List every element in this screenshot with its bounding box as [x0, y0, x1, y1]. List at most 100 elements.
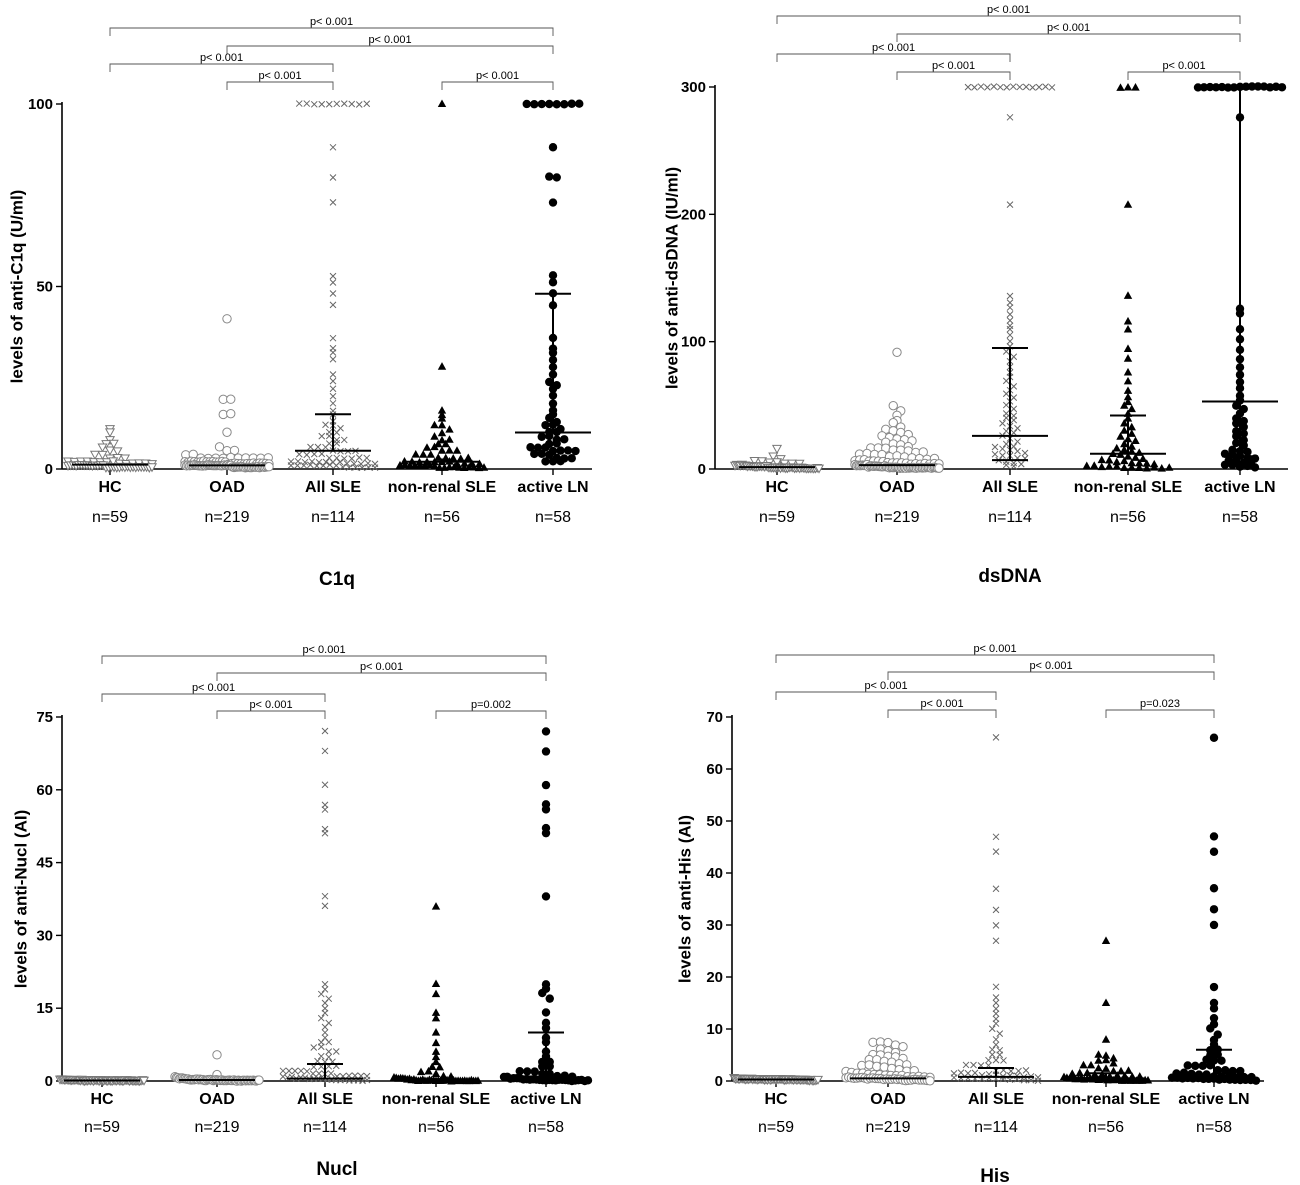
data-point: [309, 1070, 317, 1077]
y-axis-label: levels of anti-His (AI): [675, 815, 694, 983]
significance-bracket: [226, 45, 554, 54]
data-point: [314, 443, 322, 451]
data-point: [992, 1056, 1000, 1064]
data-point: [992, 1036, 1000, 1043]
data-point: [1183, 1061, 1192, 1070]
y-tick-label: 30: [36, 927, 53, 944]
data-point: [1000, 1057, 1007, 1064]
data-point: [222, 427, 232, 437]
n-label: n=56: [418, 1119, 454, 1136]
data-point: [957, 1069, 965, 1076]
significance-bracket: [435, 710, 547, 719]
data-point: [1101, 1051, 1111, 1059]
data-point: [1157, 464, 1166, 472]
significance-bracket: [775, 691, 997, 700]
y-tick-label: 15: [36, 1000, 53, 1017]
data-point: [1123, 316, 1133, 325]
data-point: [1205, 82, 1215, 92]
panel-title: His: [980, 1166, 1010, 1185]
significance-bracket: [109, 63, 334, 72]
data-point: [567, 99, 576, 108]
data-point: [583, 1076, 593, 1085]
data-point: [430, 420, 439, 429]
data-point: [301, 1074, 309, 1081]
data-point: [1006, 201, 1014, 208]
data-point: [541, 780, 551, 790]
data-point: [999, 445, 1006, 453]
data-point: [988, 1025, 996, 1033]
x-tick-label: HC: [764, 1091, 788, 1108]
data-point: [431, 902, 441, 910]
data-point: [1010, 405, 1018, 413]
y-tick-label: 50: [36, 279, 53, 296]
data-point: [318, 450, 326, 458]
data-point: [1120, 426, 1129, 434]
data-point: [437, 435, 447, 444]
data-point: [771, 458, 783, 468]
data-point: [1142, 459, 1151, 467]
data-point: [300, 462, 308, 469]
data-point: [1271, 82, 1281, 91]
n-label: n=59: [92, 509, 128, 526]
data-point: [1243, 447, 1252, 457]
p-value-label: p< 0.001: [920, 698, 963, 710]
data-point: [541, 828, 551, 838]
y-tick-label: 300: [681, 79, 706, 96]
significance-bracket: [109, 27, 554, 36]
data-point: [1020, 1076, 1028, 1084]
data-point: [545, 431, 554, 441]
data-point: [322, 421, 329, 429]
data-point: [950, 1074, 958, 1081]
data-point: [321, 892, 329, 900]
data-point: [1124, 1066, 1133, 1074]
data-point: [1123, 376, 1133, 385]
data-point: [992, 1020, 1000, 1027]
data-point: [999, 452, 1006, 459]
data-point: [1211, 83, 1221, 92]
x-tick-label: All SLE: [297, 1091, 353, 1108]
data-point: [1105, 462, 1114, 470]
x-tick-label: HC: [90, 1091, 114, 1108]
data-point: [419, 450, 428, 458]
data-point: [119, 454, 131, 464]
data-point: [264, 462, 274, 472]
data-point: [329, 399, 337, 407]
data-point: [971, 1069, 979, 1077]
p-value-label: p< 0.001: [310, 16, 353, 28]
data-point: [548, 278, 558, 287]
data-point: [89, 450, 101, 460]
data-point: [813, 464, 825, 474]
series-active-ln: [499, 727, 593, 1086]
series-non-renal-sle: [395, 99, 489, 472]
data-point: [1120, 401, 1129, 409]
p-value-label: p< 0.001: [987, 4, 1030, 16]
data-point: [985, 1056, 992, 1064]
data-point: [357, 460, 365, 468]
data-point: [318, 432, 326, 440]
data-point: [1135, 463, 1144, 471]
data-point: [333, 429, 341, 436]
data-point: [992, 733, 1000, 741]
data-point: [999, 420, 1006, 427]
p-value-label: p< 0.001: [360, 661, 403, 673]
data-point: [437, 446, 447, 454]
n-label: n=114: [303, 1119, 347, 1136]
data-point: [431, 1013, 441, 1022]
data-point: [1082, 461, 1091, 470]
data-point: [541, 457, 550, 466]
data-point: [888, 418, 898, 428]
data-point: [1120, 418, 1129, 427]
data-point: [1127, 442, 1136, 450]
x-tick-label: HC: [98, 479, 122, 496]
data-point: [411, 450, 420, 458]
significance-bracket: [896, 71, 1011, 80]
series-hc: [62, 425, 158, 473]
data-point: [1123, 397, 1133, 406]
series-hc: [54, 1075, 150, 1087]
data-point: [768, 452, 779, 462]
data-point: [1075, 1068, 1084, 1077]
data-point: [1010, 462, 1018, 470]
data-point: [548, 198, 558, 207]
y-tick-label: 0: [698, 461, 706, 478]
data-point: [1165, 463, 1174, 471]
